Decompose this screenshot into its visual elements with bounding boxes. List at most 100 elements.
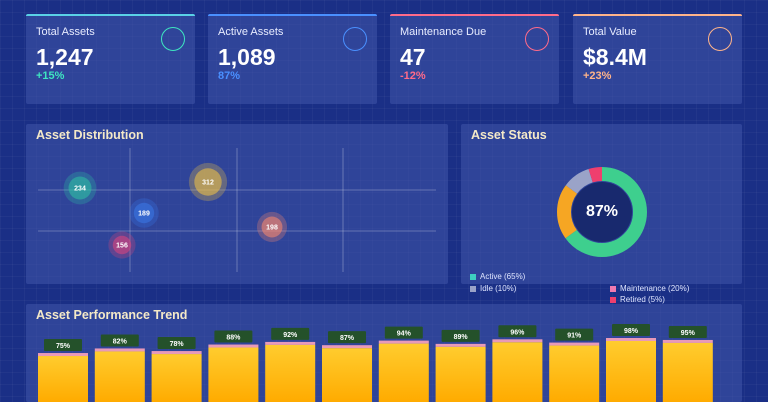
trend-bar[interactable] bbox=[378, 343, 429, 402]
bar-label-bg bbox=[555, 328, 594, 341]
legend-swatch bbox=[610, 285, 616, 292]
bar-label-bg bbox=[157, 337, 196, 350]
bar-value-label: 95% bbox=[681, 330, 696, 337]
bar-label-bg bbox=[44, 339, 82, 352]
bar-cap bbox=[208, 344, 259, 348]
donut-slice[interactable] bbox=[557, 167, 647, 257]
kpi-label: Maintenance Due bbox=[400, 26, 487, 38]
scatter-point-label: 312 bbox=[202, 180, 214, 187]
ring-icon bbox=[525, 27, 549, 51]
panel-title: Asset Distribution bbox=[36, 128, 144, 142]
bar-cap bbox=[549, 342, 600, 346]
kpi-card-maintenance-due: Maintenance Due 47 -12% bbox=[390, 14, 559, 104]
bar-value-label: 91% bbox=[567, 333, 582, 340]
kpi-value: 1,247 bbox=[36, 44, 94, 70]
ring-icon bbox=[708, 27, 732, 51]
bar-value-label: 89% bbox=[454, 334, 469, 341]
trend-bar[interactable] bbox=[208, 347, 259, 402]
trend-bar[interactable] bbox=[492, 342, 543, 402]
scatter-point[interactable] bbox=[68, 176, 92, 200]
kpi-value: 47 bbox=[400, 44, 426, 70]
bar-value-label: 82% bbox=[113, 338, 128, 345]
legend-swatch bbox=[470, 285, 476, 292]
bar-label-bg bbox=[384, 326, 423, 339]
panel-title: Asset Performance Trend bbox=[36, 308, 188, 322]
bar-cap bbox=[265, 341, 316, 345]
bar-label-bg bbox=[668, 325, 707, 338]
bar-label-bg bbox=[612, 324, 650, 336]
donut-center-value: 87% bbox=[585, 203, 619, 220]
status-donut: 87% bbox=[556, 166, 648, 258]
legend-label: Active (65%) bbox=[480, 272, 526, 281]
legend-item-active: Active (65%) bbox=[470, 272, 525, 281]
kpi-card-total-assets: Total Assets 1,247 +15% bbox=[26, 14, 195, 104]
trend-bar[interactable] bbox=[322, 348, 372, 402]
trend-bar[interactable] bbox=[151, 354, 202, 402]
trend-bar[interactable] bbox=[549, 345, 600, 402]
legend-swatch bbox=[470, 273, 476, 280]
kpi-value: $8.4M bbox=[583, 44, 647, 70]
panel-title: Asset Status bbox=[471, 128, 547, 142]
legend-item-maintenance: Maintenance (20%) bbox=[610, 284, 689, 293]
bar-cap bbox=[492, 339, 543, 343]
bar-cap bbox=[151, 351, 202, 355]
kpi-change: -12% bbox=[400, 70, 426, 82]
trend-bar[interactable] bbox=[435, 346, 486, 402]
scatter-point[interactable] bbox=[194, 168, 222, 196]
trend-bar[interactable] bbox=[38, 356, 88, 402]
ring-icon bbox=[343, 27, 367, 51]
kpi-label: Total Value bbox=[583, 26, 637, 38]
legend-swatch bbox=[610, 296, 616, 303]
bar-value-label: 78% bbox=[170, 341, 185, 348]
bar-label-bg bbox=[441, 329, 480, 342]
trend-bar[interactable] bbox=[606, 341, 656, 402]
bar-label-bg bbox=[100, 334, 139, 347]
kpi-card-active-assets: Active Assets 1,089 87% bbox=[208, 14, 377, 104]
bar-cap bbox=[662, 339, 713, 343]
bar-value-label: 88% bbox=[226, 335, 241, 342]
scatter-point-label: 234 bbox=[74, 186, 86, 193]
bar-value-label: 98% bbox=[624, 328, 639, 335]
legend-label: Maintenance (20%) bbox=[620, 284, 690, 293]
kpi-card-total-value: Total Value $8.4M +23% bbox=[573, 14, 742, 104]
grid bbox=[38, 148, 436, 272]
kpi-change: +15% bbox=[36, 70, 65, 82]
trend-bar[interactable] bbox=[265, 344, 316, 402]
bar-cap bbox=[322, 345, 372, 349]
kpi-label: Active Assets bbox=[218, 26, 284, 38]
legend-label: Retired (5%) bbox=[620, 295, 665, 304]
asset-status-panel: Asset Status 87% Active (65%) Idle (10%)… bbox=[461, 124, 742, 304]
bar-cap bbox=[378, 340, 429, 344]
kpi-change: 87% bbox=[218, 70, 241, 82]
scatter-point-label: 198 bbox=[266, 225, 278, 232]
bar-value-label: 96% bbox=[510, 329, 525, 336]
donut-chart bbox=[557, 167, 647, 257]
scatter-point-label: 189 bbox=[138, 211, 150, 218]
legend-item-idle: Idle (10%) bbox=[470, 284, 516, 293]
bar-value-label: 87% bbox=[340, 335, 355, 342]
legend-label: Idle (10%) bbox=[480, 284, 517, 293]
bar-label-bg bbox=[328, 331, 366, 344]
bar-cap bbox=[94, 348, 145, 352]
bar-value-label: 92% bbox=[283, 332, 298, 339]
scatter-point[interactable] bbox=[112, 235, 132, 255]
kpi-value: 1,089 bbox=[218, 44, 276, 70]
bar-label-bg bbox=[271, 327, 310, 340]
ring-icon bbox=[161, 27, 185, 51]
scatter-point[interactable] bbox=[133, 202, 155, 224]
bar-cap bbox=[38, 353, 88, 357]
performance-bar-chart: 75% 82% 78% 88% 92% 87% 94% 89% 96% 91% 98% 95% bbox=[38, 324, 713, 402]
trend-bar[interactable] bbox=[662, 342, 713, 402]
bar-label-bg bbox=[498, 325, 537, 338]
donut-slice[interactable] bbox=[557, 167, 647, 257]
donut-hole bbox=[572, 182, 632, 242]
scatter-point-label: 156 bbox=[116, 243, 128, 250]
distribution-chart: 234 189 312 156 198 bbox=[38, 148, 436, 272]
trend-bar[interactable] bbox=[94, 351, 145, 402]
scatter-point[interactable] bbox=[261, 216, 283, 238]
asset-performance-trend-panel: 75% 82% 78% 88% 92% 87% 94% 89% 96% 91% 98% 95% Ass… bbox=[26, 304, 742, 402]
kpi-label: Total Assets bbox=[36, 26, 95, 38]
asset-distribution-panel: 234 189 312 156 198 Asset Distribution bbox=[26, 124, 448, 284]
bar-value-label: 75% bbox=[56, 343, 71, 350]
bar-value-label: 94% bbox=[397, 331, 412, 338]
